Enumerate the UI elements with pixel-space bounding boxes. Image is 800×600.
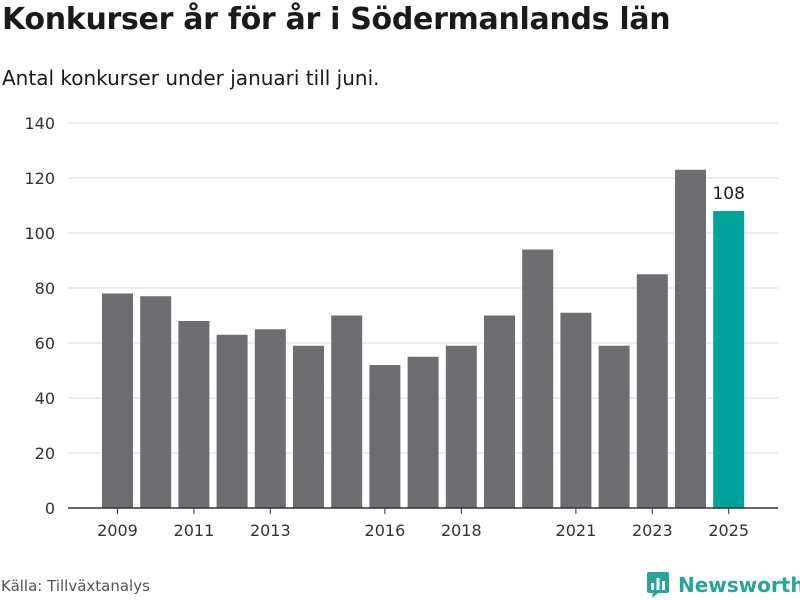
bar-chart-logo-icon: [647, 572, 669, 598]
data-label-2025: 108: [712, 184, 744, 204]
bar-2020: [522, 249, 554, 508]
x-tick-label: 2023: [632, 521, 673, 540]
chart-title: Konkurser år för år i Södermanlands län: [2, 2, 671, 37]
bar-2012: [216, 334, 248, 508]
y-tick-label: 20: [35, 444, 55, 463]
x-tick-label: 2021: [556, 521, 597, 540]
x-tick-label: 2011: [174, 521, 215, 540]
bar-chart: 0 20 40 60 80 100 120 140 2009 2011 2013 2016 2018 20…: [24, 114, 778, 540]
x-tick-label: 2016: [365, 521, 406, 540]
y-tick-label: 0: [45, 499, 55, 518]
bar-2016: [369, 365, 401, 508]
y-tick-label: 140: [24, 114, 55, 133]
bar-2017: [407, 356, 439, 508]
bar-2021: [560, 312, 592, 508]
bar-2011: [178, 321, 210, 508]
source-note: Källa: Tillväxtanalys: [1, 577, 150, 595]
bar-2010: [140, 296, 172, 508]
bar-2019: [484, 315, 515, 508]
bar-2015: [331, 315, 363, 508]
bar-2018: [445, 345, 477, 508]
y-tick-label: 100: [24, 224, 55, 243]
y-tick-label: 60: [35, 334, 55, 353]
x-tick-label: 2013: [250, 521, 291, 540]
x-tick-label: 2018: [441, 521, 482, 540]
y-tick-label: 120: [24, 169, 55, 188]
y-tick-label: 40: [35, 389, 55, 408]
bar-2013: [254, 329, 286, 508]
x-tick-label: 2009: [97, 521, 138, 540]
brand-logo: Newsworthy: [646, 570, 800, 600]
bar-2022: [598, 345, 630, 508]
bar-2009: [102, 293, 133, 508]
bar-2023: [636, 274, 668, 508]
chart-subtitle: Antal konkurser under januari till juni.: [2, 66, 380, 90]
brand-name: Newsworthy: [678, 573, 800, 597]
bar-2014: [293, 345, 324, 508]
bar-2024: [675, 169, 706, 508]
y-tick-label: 80: [35, 279, 55, 298]
bar-2025: [713, 211, 745, 508]
x-tick-label: 2025: [708, 521, 749, 540]
